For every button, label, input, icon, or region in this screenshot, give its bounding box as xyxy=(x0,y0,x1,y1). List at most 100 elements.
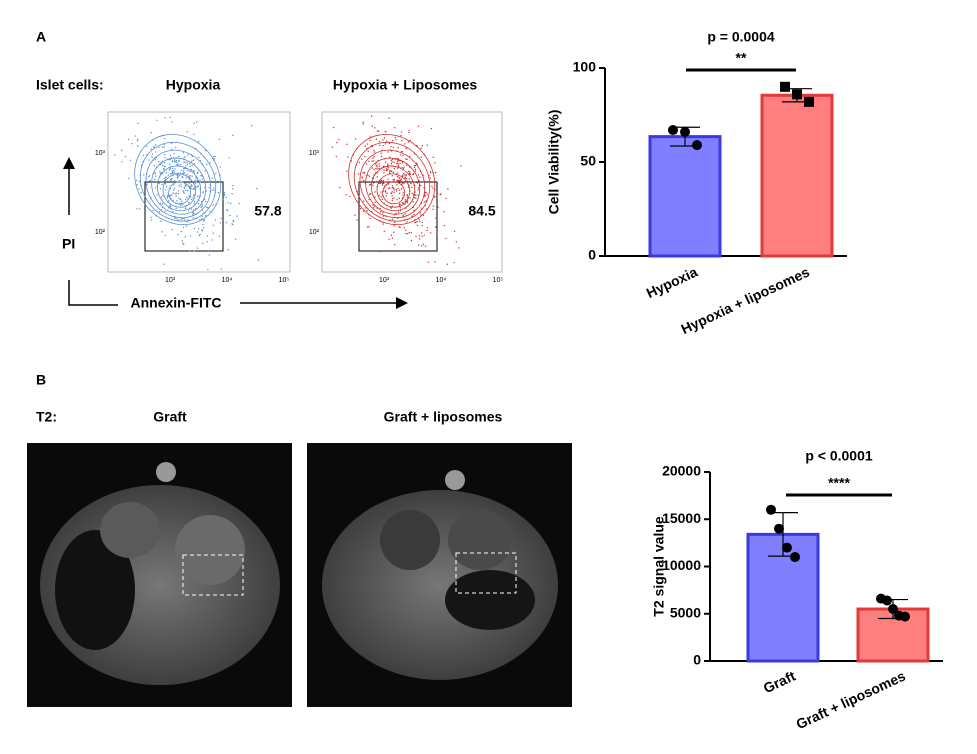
event-dot xyxy=(165,185,168,188)
event-dot xyxy=(152,209,154,212)
event-dot xyxy=(387,151,389,153)
event-dot xyxy=(190,208,193,210)
y-tick-label: 10000 xyxy=(662,557,701,573)
bar xyxy=(648,135,722,258)
event-dot xyxy=(391,195,393,197)
event-dot xyxy=(184,156,186,158)
event-dot xyxy=(193,212,195,215)
significance: ** xyxy=(736,50,747,66)
event-dot xyxy=(364,145,366,147)
event-dot xyxy=(160,220,162,222)
event-dot xyxy=(206,163,208,166)
event-dot xyxy=(176,218,178,220)
event-dot xyxy=(179,198,182,200)
event-dot xyxy=(164,183,166,185)
event-dot xyxy=(173,180,176,182)
event-dot xyxy=(196,179,198,181)
x-tick-label: Hypoxia xyxy=(644,263,700,301)
event-dot xyxy=(172,172,174,175)
event-dot xyxy=(429,177,432,179)
event-dot xyxy=(388,170,391,172)
event-dot xyxy=(192,188,195,190)
event-dot xyxy=(183,157,185,159)
event-dot xyxy=(423,201,426,203)
event-dot xyxy=(362,123,364,125)
event-dot xyxy=(187,210,190,212)
event-dot xyxy=(174,159,176,161)
event-dot xyxy=(156,119,158,122)
event-dot xyxy=(443,211,445,213)
event-dot xyxy=(392,171,395,174)
event-dot xyxy=(374,191,376,193)
event-dot xyxy=(404,177,407,179)
event-dot xyxy=(399,207,402,209)
event-dot xyxy=(173,187,176,189)
event-dot xyxy=(349,195,351,198)
event-dot xyxy=(332,126,335,129)
event-dot xyxy=(137,138,139,140)
event-dot xyxy=(184,219,186,221)
axis-corner xyxy=(68,280,118,306)
event-dot xyxy=(391,158,394,161)
event-dot xyxy=(198,234,201,237)
y-axis-label: T2 signal value xyxy=(651,516,667,617)
event-dot xyxy=(400,135,402,137)
event-dot xyxy=(361,176,364,178)
event-dot xyxy=(184,236,186,238)
event-dot xyxy=(186,131,188,133)
flow-plot xyxy=(107,111,291,273)
event-dot xyxy=(385,195,388,197)
event-dot xyxy=(439,193,441,196)
event-dot xyxy=(178,174,181,177)
event-dot xyxy=(388,187,390,190)
event-dot xyxy=(198,156,200,159)
event-dot xyxy=(406,233,409,235)
event-dot xyxy=(436,217,438,219)
event-dot xyxy=(158,160,160,163)
event-dot xyxy=(409,155,411,158)
event-dot xyxy=(219,166,222,168)
event-dot xyxy=(395,139,397,141)
event-dot xyxy=(140,191,142,194)
event-dot xyxy=(163,146,165,148)
event-dot xyxy=(191,155,193,158)
y-tick-label: 10² xyxy=(95,229,106,236)
event-dot xyxy=(227,202,229,204)
event-dot xyxy=(178,164,180,166)
event-dot xyxy=(433,196,436,198)
event-dot xyxy=(188,202,190,204)
event-dot xyxy=(360,158,363,160)
event-dot xyxy=(429,172,432,174)
event-dot xyxy=(214,155,216,158)
event-dot xyxy=(417,187,420,189)
event-dot xyxy=(187,154,189,156)
event-dot xyxy=(211,189,214,191)
y-tick-label: 5000 xyxy=(670,604,701,620)
event-dot xyxy=(167,174,169,176)
event-dot xyxy=(142,154,145,156)
event-dot xyxy=(432,156,434,159)
x-tick-label: Graft xyxy=(761,667,798,696)
event-dot xyxy=(364,155,366,158)
event-dot xyxy=(207,249,209,252)
event-dot xyxy=(434,171,437,174)
event-dot xyxy=(169,154,172,157)
event-dot xyxy=(458,247,460,249)
event-dot xyxy=(160,196,163,198)
event-dot xyxy=(180,204,182,207)
event-dot xyxy=(168,200,170,202)
y-tick-label: 100 xyxy=(573,59,597,75)
event-dot xyxy=(204,149,207,152)
event-dot xyxy=(396,184,398,186)
event-dot xyxy=(407,170,410,173)
event-dot xyxy=(205,201,207,203)
event-dot xyxy=(163,165,166,167)
event-dot xyxy=(207,268,209,271)
event-dot xyxy=(390,145,392,148)
event-dot xyxy=(382,139,384,141)
event-dot xyxy=(410,239,413,242)
event-dot xyxy=(416,224,418,227)
event-dot xyxy=(171,161,173,163)
event-dot xyxy=(231,193,233,195)
event-dot xyxy=(402,214,404,216)
